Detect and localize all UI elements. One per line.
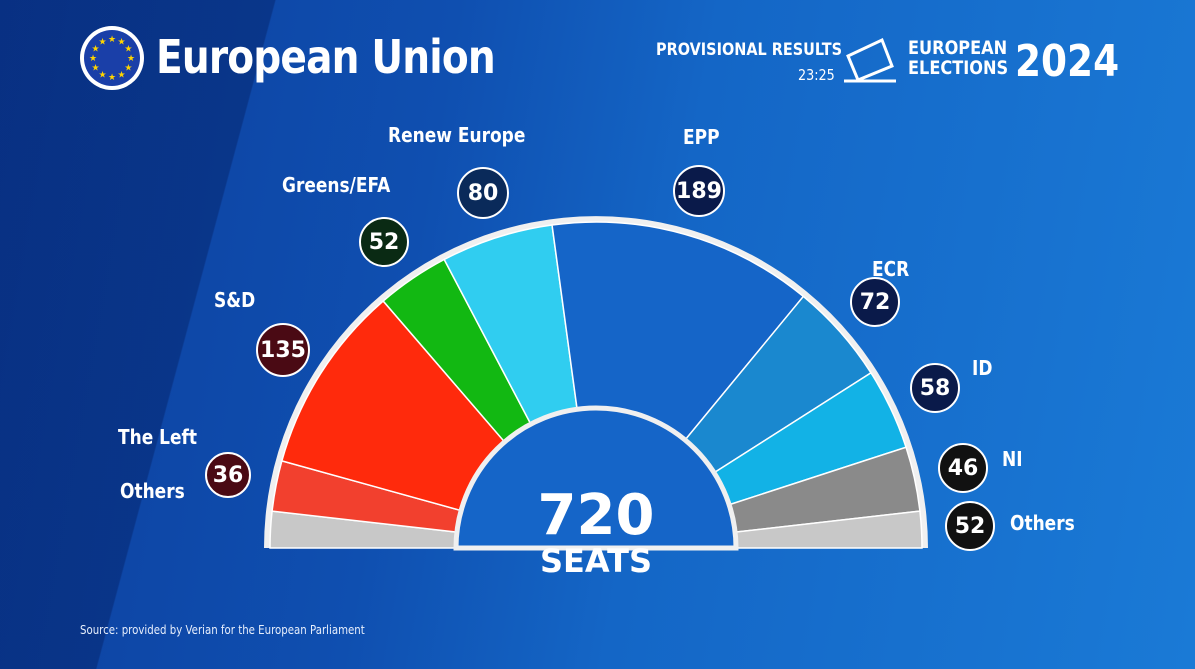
svg-text:★: ★ [98,38,106,48]
page-title: European Union [156,30,496,84]
svg-text:★: ★ [108,35,116,45]
year-label: 2024 [1015,36,1120,87]
svg-text:★: ★ [117,70,125,80]
svg-text:★: ★ [98,70,106,80]
provisional-label: PROVISIONAL RESULTS [656,40,842,60]
label-greens-efa: Greens/EFA [282,173,391,197]
label-renew-europe: Renew Europe [388,123,526,147]
bubble-the-left: 36 [205,452,251,498]
ballot-box-icon [844,37,896,83]
total-seats: 720 SEATS [537,483,655,580]
svg-text:★: ★ [108,73,116,83]
hemicycle-center [453,405,739,551]
svg-text:★: ★ [89,54,97,64]
label-others: Others [1010,511,1075,535]
label-epp: EPP [683,125,720,149]
svg-text:★: ★ [124,64,132,74]
label-id: ID [972,356,993,380]
bubble-s-and-d: 135 [256,323,310,377]
time-label: 23:25 [798,66,835,84]
source-note: Source: provided by Verian for the Europ… [80,623,365,637]
bubble-ni: 46 [938,443,988,493]
bubble-greens-efa: 52 [359,217,409,267]
elections-label: EUROPEAN ELECTIONS [908,37,1009,79]
label-ni: NI [1002,447,1023,471]
bubble-others: 52 [945,501,995,551]
label-s-and-d: S&D [214,288,256,312]
bubble-id: 58 [910,363,960,413]
bubble-ecr: 72 [850,277,900,327]
svg-text:★: ★ [124,45,132,55]
label-others-left: Others [120,479,185,503]
eu-flag-logo: ★ ★ ★ ★ ★ ★ ★ ★ ★ ★ ★ ★ [80,26,144,90]
svg-text:★: ★ [117,38,125,48]
bubble-renew-europe: 80 [457,167,509,219]
label-the-left: The Left [118,425,198,449]
svg-text:★: ★ [92,45,100,55]
svg-text:★: ★ [127,54,135,64]
svg-text:★: ★ [92,64,100,74]
bubble-epp: 189 [673,165,725,217]
